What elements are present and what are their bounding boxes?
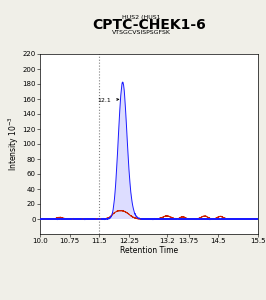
X-axis label: Retention Time: Retention Time [120,246,178,255]
Text: VTSGCVSISPSGFSK: VTSGCVSISPSGFSK [111,30,171,35]
Text: 12.1: 12.1 [98,98,119,103]
Y-axis label: Intensity 10$^{-3}$: Intensity 10$^{-3}$ [6,117,21,171]
Text: HUS2 (HUS1: HUS2 (HUS1 [122,14,160,20]
Title: CPTC-CHEK1-6: CPTC-CHEK1-6 [92,18,206,32]
